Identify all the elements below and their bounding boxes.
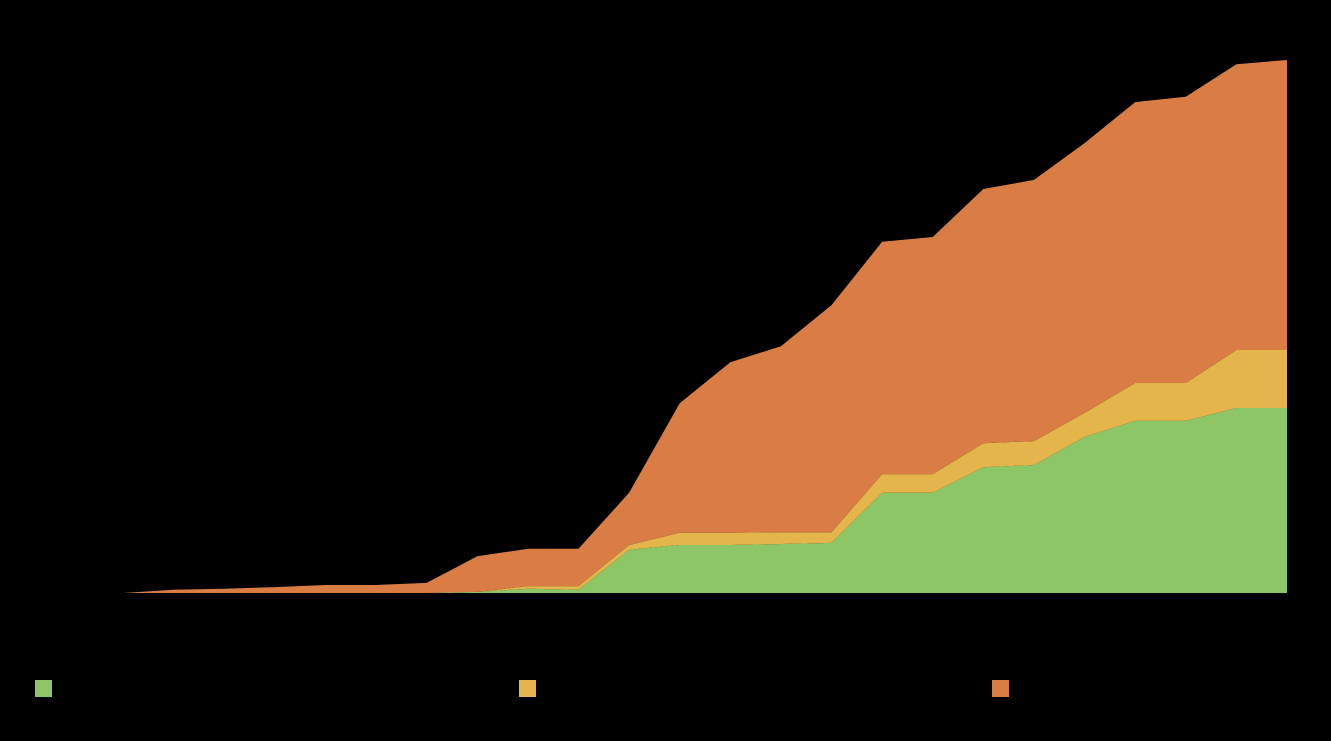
legend-swatch [992, 680, 1009, 697]
area [123, 349, 1287, 593]
legend-swatch [35, 680, 52, 697]
area [123, 408, 1287, 593]
area [123, 60, 1287, 593]
legend-swatch [519, 680, 536, 697]
